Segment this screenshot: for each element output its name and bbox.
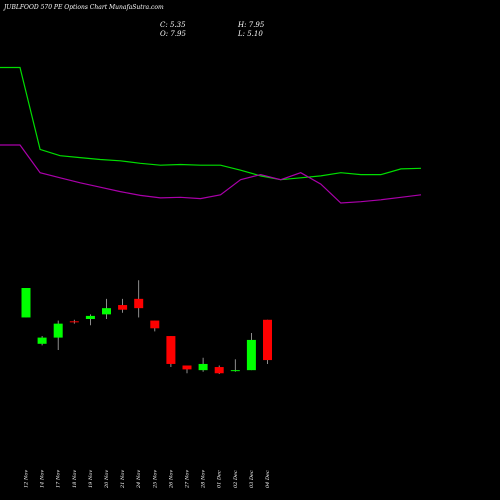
candle (85, 314, 95, 326)
candle-body-down (118, 305, 128, 310)
high-readout: H: 7.95 (238, 21, 265, 29)
candle (21, 288, 31, 318)
open-readout: O: 7.95 (160, 30, 186, 38)
candle (246, 332, 256, 371)
x-tick-label: 24 Nov (136, 470, 142, 489)
candle (69, 319, 79, 324)
candle (134, 280, 144, 318)
x-tick-label: 18 Nov (72, 470, 78, 488)
candle (198, 357, 208, 372)
candle-body-down (214, 367, 224, 374)
candle-body-up (102, 308, 111, 315)
candle (263, 319, 272, 364)
candle-body-down (69, 321, 79, 323)
candle-body-down (150, 320, 160, 329)
candle (166, 336, 176, 368)
x-tick-label: 28 Nov (201, 470, 207, 489)
chart-title: JUBLFOOD 570 PE Options Chart MunafaSutr… (4, 4, 164, 11)
x-tick-label: 14 Nov (40, 470, 46, 488)
candle (182, 365, 192, 374)
candle (102, 298, 111, 319)
candle (118, 298, 128, 313)
x-tick-label: 25 Nov (152, 470, 158, 489)
candle-body-down (166, 336, 176, 364)
candle (214, 365, 224, 375)
x-tick-label: 12 Nov (24, 470, 30, 488)
x-tick-label: 21 Nov (120, 470, 126, 489)
x-tick-label: 17 Nov (56, 470, 62, 488)
x-tick-label: 19 Nov (88, 470, 94, 488)
x-tick-label: 03 Dec (249, 470, 255, 488)
low-readout: L: 5.10 (238, 30, 263, 38)
candle-body-up (85, 315, 95, 319)
close-readout: C: 5.35 (160, 21, 186, 29)
candle (37, 336, 47, 346)
candle-body-down (182, 365, 192, 370)
candle-body-up (53, 323, 63, 338)
x-tick-label: 04 Dec (265, 470, 271, 488)
candle (53, 320, 63, 350)
candle-body-down (134, 298, 144, 309)
x-tick-label: 20 Nov (104, 470, 110, 489)
candle-body-up (21, 288, 31, 318)
lower-band-line (0, 144, 422, 204)
upper-band-line (0, 66, 422, 181)
candle-body-up (198, 363, 208, 371)
candle (150, 320, 160, 332)
candle (230, 359, 240, 372)
candle-body-up (246, 339, 256, 371)
x-tick-label: 26 Nov (168, 470, 174, 489)
candle-body-up (37, 337, 47, 344)
candle-body-down (263, 319, 272, 361)
candle-body-up (230, 370, 240, 372)
x-tick-label: 27 Nov (185, 470, 191, 489)
x-tick-label: 02 Dec (233, 470, 239, 488)
x-tick-label: 01 Dec (217, 470, 223, 488)
